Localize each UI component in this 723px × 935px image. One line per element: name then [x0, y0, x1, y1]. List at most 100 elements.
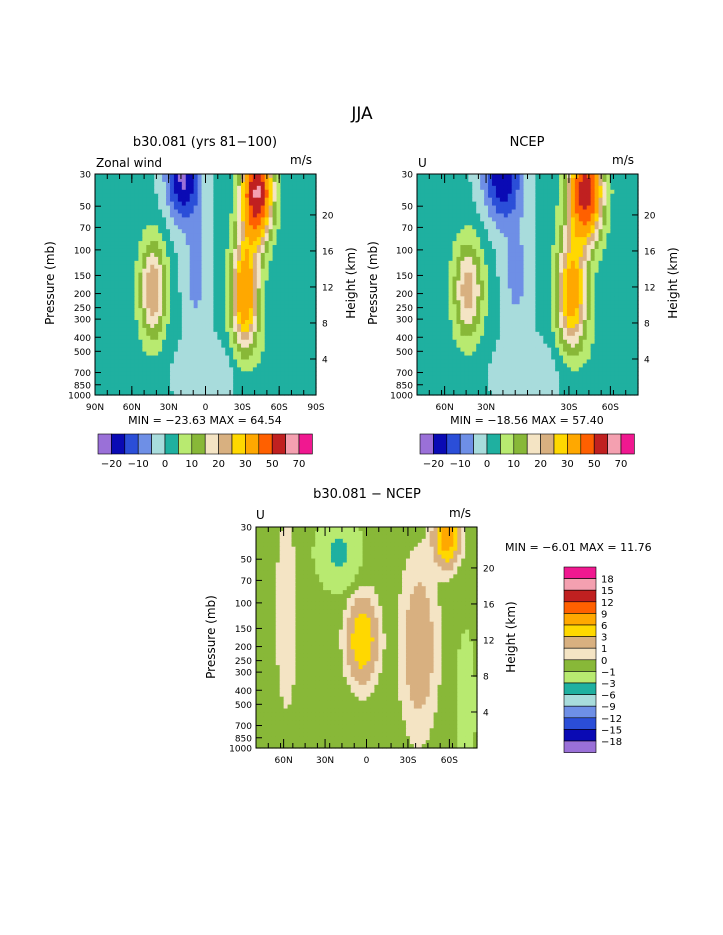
contour-cell	[134, 323, 140, 329]
contour-cell	[543, 197, 548, 203]
contour-cell	[260, 391, 266, 396]
contour-cell	[181, 292, 187, 297]
contour-cell	[233, 229, 238, 234]
contour-cell	[150, 205, 155, 211]
contour-cell	[122, 292, 128, 297]
contour-cell	[185, 272, 191, 278]
contour-cell	[169, 288, 175, 293]
contour-cell	[300, 209, 305, 215]
contour-cell	[158, 379, 163, 384]
contour-cell	[590, 280, 596, 286]
contour-cell	[460, 237, 465, 242]
contour-cell	[523, 248, 529, 254]
contour-cell	[181, 213, 187, 219]
contour-cell	[424, 260, 430, 266]
contour-cell	[225, 284, 230, 290]
contour-cell	[606, 174, 611, 179]
contour-cell	[563, 241, 568, 246]
contour-cell	[146, 367, 151, 372]
contour-cell	[284, 284, 289, 290]
contour-cell	[106, 193, 112, 199]
contour-cell	[424, 288, 430, 293]
contour-cell	[158, 343, 163, 349]
contour-cell	[248, 217, 254, 222]
contour-cell	[586, 213, 592, 219]
contour-cell	[185, 174, 191, 179]
contour-cell	[233, 268, 238, 274]
contour-cell	[499, 276, 505, 282]
contour-cell	[248, 221, 254, 226]
contour-cell	[256, 323, 262, 329]
contour-cell	[134, 363, 140, 368]
contour-cell	[114, 371, 120, 376]
contour-cell	[185, 189, 191, 195]
contour-cell	[260, 185, 266, 191]
contour-cell	[586, 288, 592, 293]
contour-cell	[114, 312, 120, 317]
contour-cell	[189, 335, 195, 341]
contour-cell	[614, 237, 619, 242]
contour-cell	[602, 174, 608, 179]
contour-cell	[312, 383, 317, 388]
contour-cell	[578, 233, 584, 238]
contour-cell	[150, 320, 155, 325]
contour-cell	[205, 296, 211, 301]
contour-cell	[296, 185, 301, 191]
contour-cell	[264, 225, 270, 230]
contour-cell	[547, 193, 552, 199]
contour-cell	[209, 300, 214, 305]
contour-cell	[233, 359, 238, 365]
contour-cell	[158, 260, 163, 266]
contour-cell	[241, 229, 246, 234]
contour-cell	[142, 256, 147, 262]
contour-cell	[590, 177, 596, 183]
contour-cell	[598, 256, 604, 262]
contour-cell	[205, 327, 211, 333]
contour-cell	[209, 193, 214, 199]
contour-cell	[312, 185, 317, 191]
contour-cell	[98, 284, 104, 290]
contour-cell	[590, 225, 596, 230]
contour-cell	[284, 225, 289, 230]
contour-cell	[114, 327, 120, 333]
contour-cell	[193, 177, 199, 183]
contour-cell	[106, 379, 112, 384]
contour-cell	[452, 280, 458, 286]
contour-cell	[134, 272, 140, 278]
contour-cell	[308, 229, 313, 234]
contour-cell	[428, 284, 434, 290]
contour-cell	[193, 197, 199, 203]
contour-cell	[440, 177, 446, 183]
contour-cell	[288, 347, 293, 353]
contour-cell	[173, 288, 179, 293]
contour-cell	[181, 288, 187, 293]
contour-cell	[189, 391, 195, 396]
contour-cell	[217, 185, 222, 191]
contour-cell	[570, 193, 576, 199]
contour-cell	[535, 256, 540, 262]
contour-cell	[146, 233, 151, 238]
contour-cell	[138, 359, 143, 365]
contour-cell	[582, 201, 588, 207]
contour-cell	[507, 221, 513, 226]
contour-cell	[602, 288, 608, 293]
contour-cell	[110, 248, 116, 254]
contour-cell	[626, 264, 631, 270]
contour-cell	[244, 280, 250, 286]
contour-cell	[499, 229, 505, 234]
contour-cell	[272, 391, 278, 396]
contour-cell	[229, 387, 234, 392]
contour-cell	[296, 331, 301, 337]
contour-cell	[201, 252, 207, 258]
contour-cell	[154, 252, 159, 258]
contour-cell	[626, 181, 631, 187]
contour-cell	[256, 331, 262, 337]
contour-cell	[209, 181, 214, 187]
contour-cell	[181, 174, 187, 179]
contour-cell	[476, 229, 481, 234]
contour-cell	[531, 288, 536, 293]
contour-cell	[288, 300, 293, 305]
contour-cell	[551, 181, 556, 187]
contour-cell	[248, 343, 254, 349]
contour-cell	[110, 272, 116, 278]
